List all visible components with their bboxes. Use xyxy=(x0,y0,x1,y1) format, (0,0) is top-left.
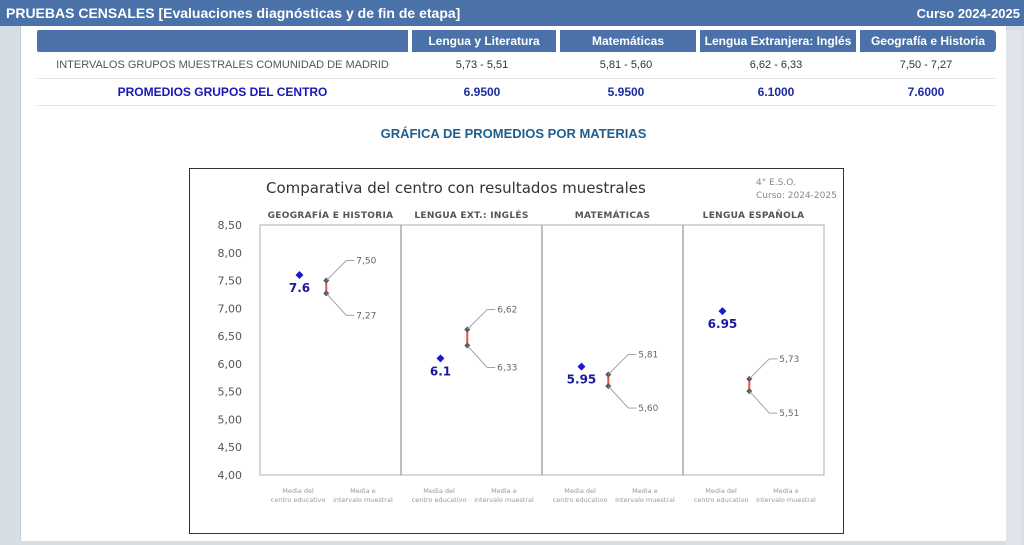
center-marker xyxy=(718,307,727,316)
row-label: PROMEDIOS GRUPOS DEL CENTRO xyxy=(37,79,408,106)
chart-section-heading: GRÁFICA DE PROMEDIOS POR MATERIAS xyxy=(380,126,647,141)
interval-high-label: 5,73 xyxy=(779,355,799,365)
center-value-label: 6.1 xyxy=(430,364,451,378)
table-cell: 5.9500 xyxy=(556,79,696,106)
x-axis-label: Media del xyxy=(423,487,455,495)
x-axis-label: centro educativo xyxy=(271,496,326,504)
column-header: Matemáticas xyxy=(556,30,696,52)
center-value-label: 7.6 xyxy=(289,281,310,295)
panel-title: LENGUA ESPAÑOLA xyxy=(703,210,805,221)
table-cell: 6,62 - 6,33 xyxy=(696,52,856,79)
chart-container: Comparativa del centro con resultados mu… xyxy=(189,168,844,534)
column-header: Lengua Extranjera: Inglés xyxy=(696,30,856,52)
top-bar: PRUEBAS CENSALES [Evaluaciones diagnósti… xyxy=(0,0,1024,26)
y-tick-label: 7,50 xyxy=(218,275,243,288)
x-axis-label: centro educativo xyxy=(412,496,467,504)
chart-title: Comparativa del centro con resultados mu… xyxy=(266,179,646,197)
center-marker xyxy=(295,271,304,279)
page-title: PRUEBAS CENSALES [Evaluaciones diagnósti… xyxy=(6,5,461,21)
y-tick-label: 5,50 xyxy=(218,386,243,399)
x-axis-label: intervalo muestral xyxy=(474,496,534,504)
table-cell: 5,73 - 5,51 xyxy=(408,52,556,79)
interval-high-label: 5,81 xyxy=(638,350,658,360)
y-tick-label: 6,00 xyxy=(218,358,243,371)
center-value-label: 6.95 xyxy=(708,317,738,331)
center-marker xyxy=(436,354,445,363)
y-tick-label: 7,00 xyxy=(218,302,243,315)
row-label: INTERVALOS GRUPOS MUESTRALES COMUNIDAD D… xyxy=(37,52,408,79)
x-axis-label: intervalo muestral xyxy=(333,496,393,504)
table-cell: 6.1000 xyxy=(696,79,856,106)
x-axis-label: Media e xyxy=(773,487,799,495)
interval-low-label: 7,27 xyxy=(356,311,376,321)
chart-corner-text: 4° E.S.O. xyxy=(756,178,796,188)
table-header-row: Lengua y Literatura Matemáticas Lengua E… xyxy=(37,30,996,52)
table-cell: 5,81 - 5,60 xyxy=(556,52,696,79)
y-tick-label: 8,00 xyxy=(218,247,243,260)
table-row-intervals: INTERVALOS GRUPOS MUESTRALES COMUNIDAD D… xyxy=(37,52,996,79)
y-tick-label: 6,50 xyxy=(218,330,243,343)
interval-high-label: 6,62 xyxy=(497,305,517,315)
column-header: Lengua y Literatura xyxy=(408,30,556,52)
low-leader xyxy=(466,345,496,369)
column-header: Geografía e Historia xyxy=(856,30,996,52)
x-axis-label: intervalo muestral xyxy=(756,496,816,504)
high-leader xyxy=(325,260,355,281)
course-label: Curso 2024-2025 xyxy=(916,5,1020,21)
results-panel: Lengua y Literatura Matemáticas Lengua E… xyxy=(20,26,1007,541)
comparison-chart: Comparativa del centro con resultados mu… xyxy=(218,178,837,504)
y-tick-label: 4,00 xyxy=(218,469,243,482)
low-leader xyxy=(748,390,778,414)
panel-title: MATEMÁTICAS xyxy=(575,209,651,221)
y-tick-label: 5,00 xyxy=(218,413,243,426)
interval-low-label: 5,51 xyxy=(779,409,799,419)
high-leader xyxy=(466,308,496,330)
x-axis-label: centro educativo xyxy=(694,496,749,504)
scrollbar[interactable] xyxy=(1006,30,1022,545)
table-cell: 7.6000 xyxy=(856,79,996,106)
interval-low-label: 6,33 xyxy=(497,364,517,374)
low-leader xyxy=(607,385,637,409)
panel-title: GEOGRAFÍA E HISTORIA xyxy=(268,209,394,221)
table-cell: 6.9500 xyxy=(408,79,556,106)
y-tick-label: 4,50 xyxy=(218,441,243,454)
chart-corner-text: Curso: 2024-2025 xyxy=(756,191,837,201)
x-axis-label: Media e xyxy=(350,487,376,495)
x-axis-label: Media del xyxy=(564,487,596,495)
interval-high-label: 7,50 xyxy=(356,257,376,267)
x-axis-label: Media e xyxy=(632,487,658,495)
x-axis-label: Media del xyxy=(282,487,314,495)
x-axis-label: intervalo muestral xyxy=(615,496,675,504)
center-marker xyxy=(577,362,586,371)
table-cell: 7,50 - 7,27 xyxy=(856,52,996,79)
y-tick-label: 8,50 xyxy=(218,219,243,232)
x-axis-label: Media e xyxy=(491,487,517,495)
low-leader xyxy=(325,293,355,316)
table-row-averages: PROMEDIOS GRUPOS DEL CENTRO 6.9500 5.950… xyxy=(37,79,996,106)
high-leader xyxy=(748,358,778,380)
interval-low-label: 5,60 xyxy=(638,404,658,414)
table-header-blank xyxy=(37,30,408,52)
x-axis-label: Media del xyxy=(705,487,737,495)
results-table: Lengua y Literatura Matemáticas Lengua E… xyxy=(37,30,996,106)
x-axis-label: centro educativo xyxy=(553,496,608,504)
center-value-label: 5.95 xyxy=(567,373,597,387)
high-leader xyxy=(607,353,637,375)
panel-title: LENGUA EXT.: INGLÉS xyxy=(414,209,528,221)
